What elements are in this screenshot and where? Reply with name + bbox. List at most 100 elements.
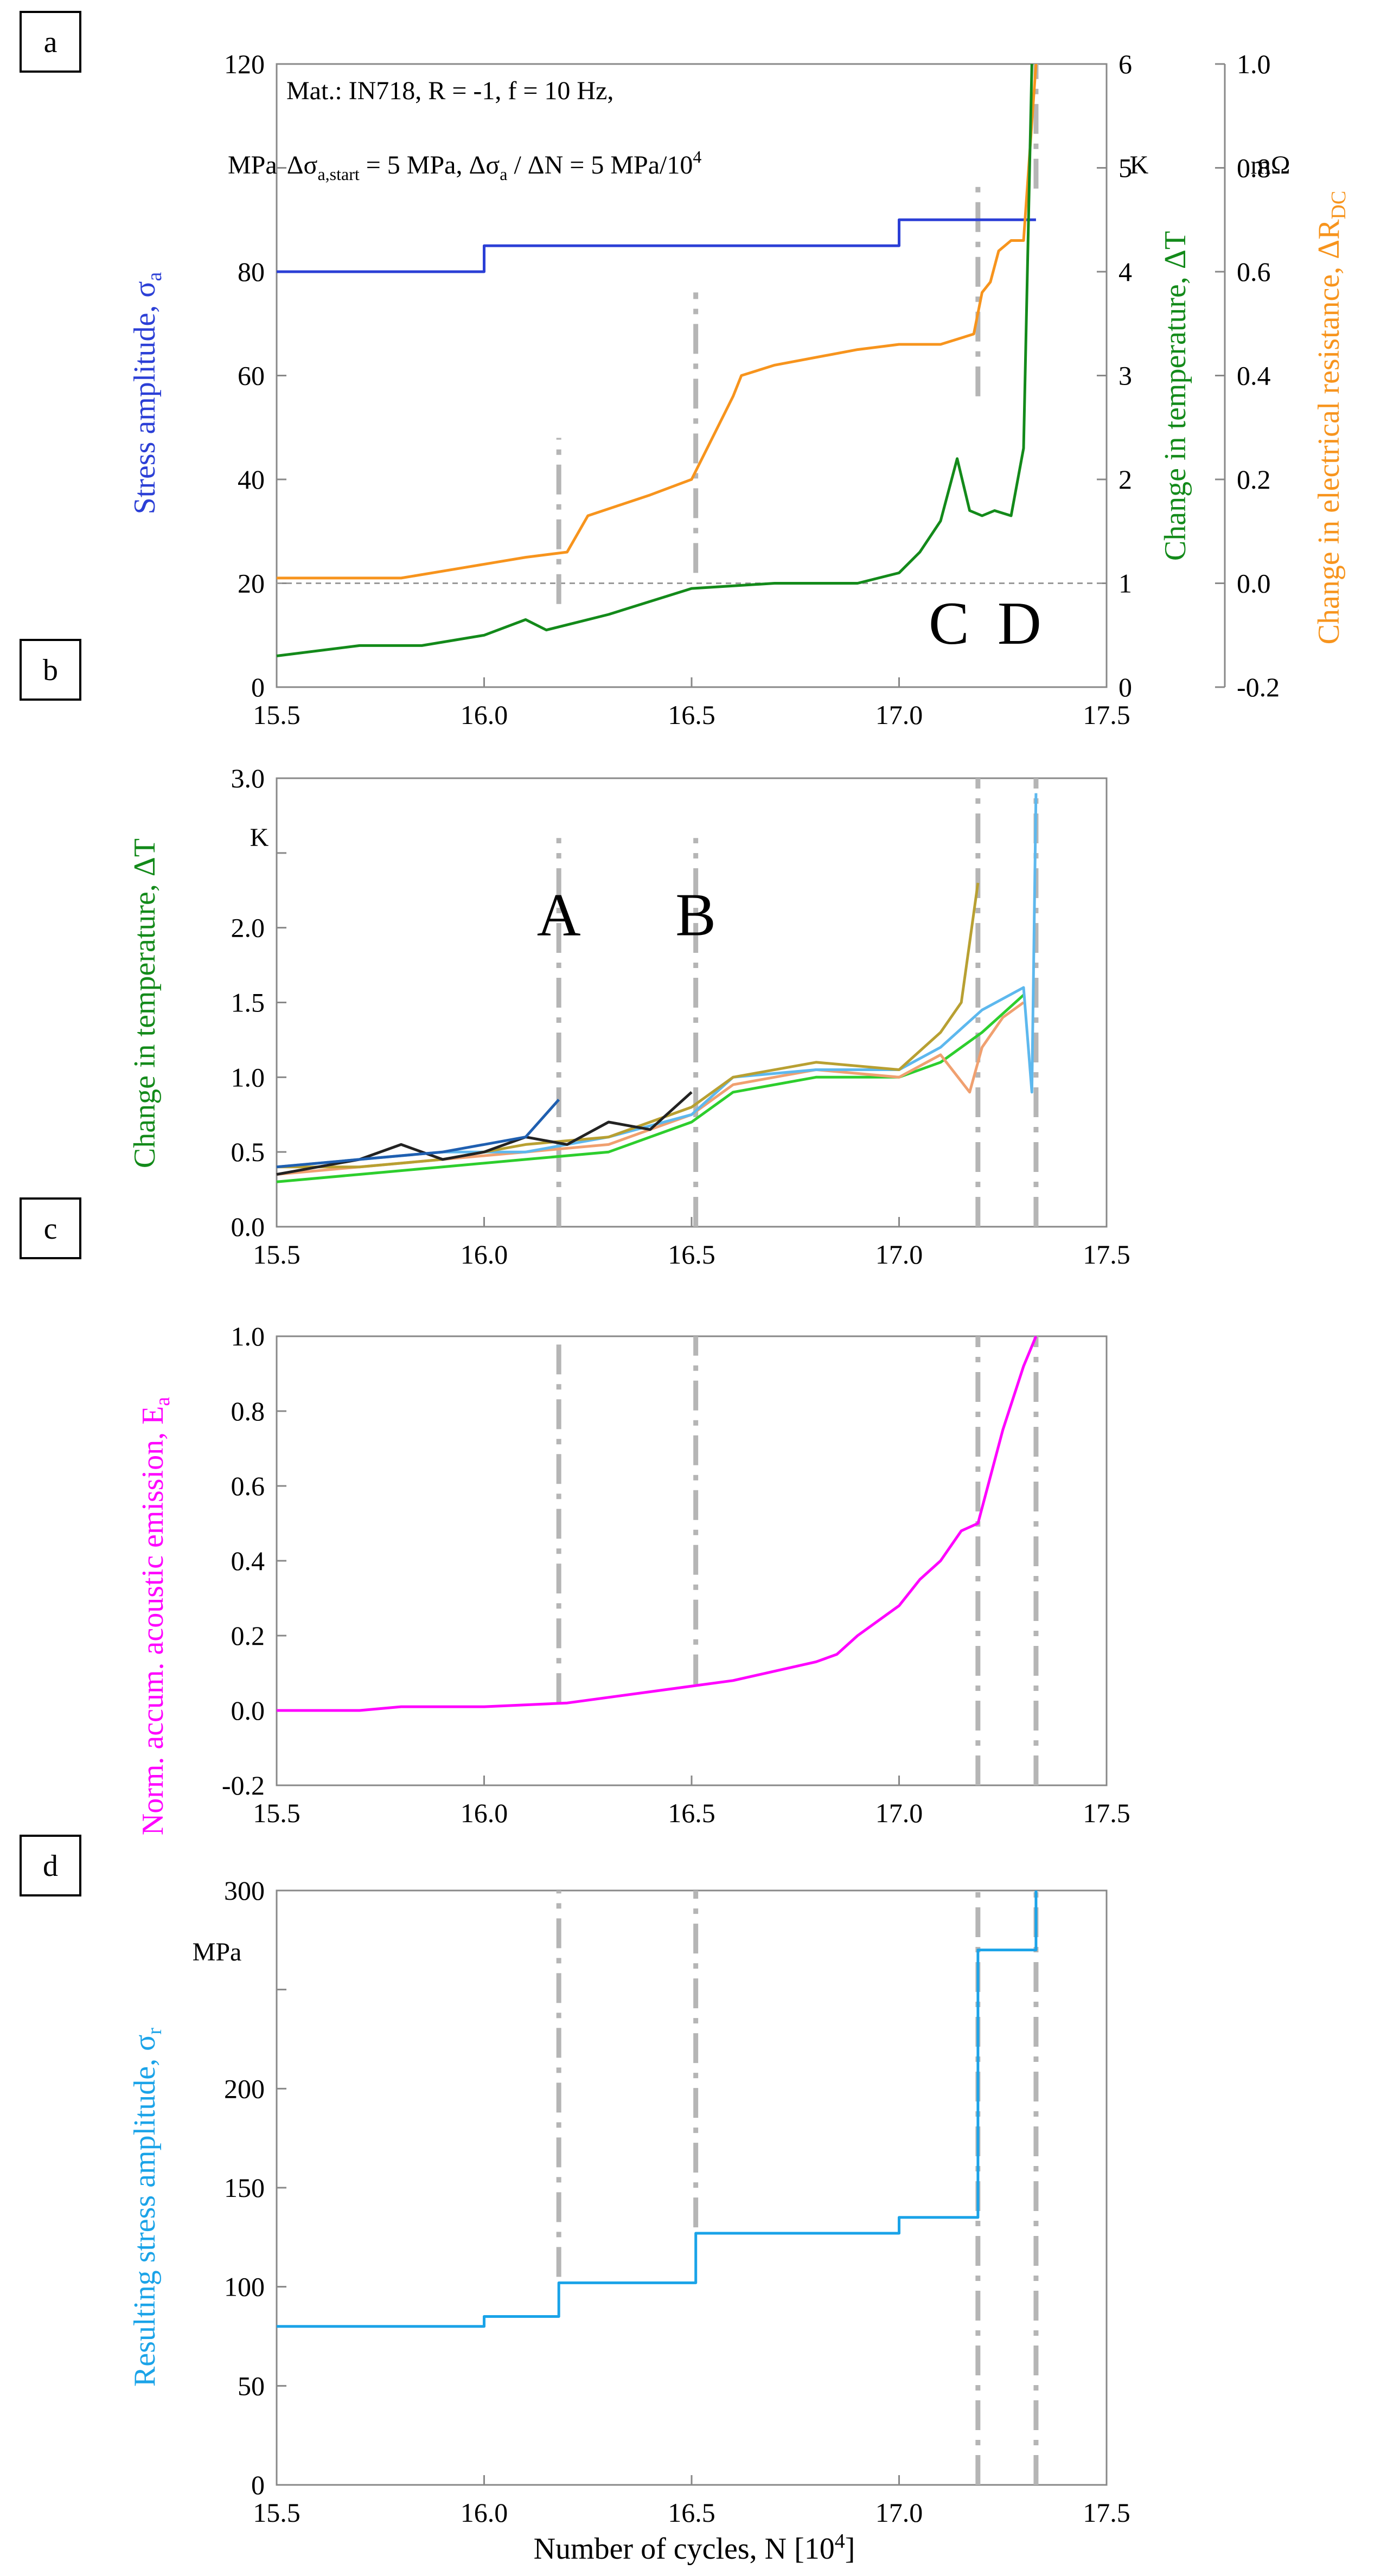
panel-c-label-box — [20, 1197, 81, 1259]
panel-b-plot: 15.5 16.0 16.5 17.0 17.5 0.0 0.5 1.0 1.5 2.0 3.0 A B — [231, 763, 1130, 1270]
right1-y-tick-label: 2 — [1118, 464, 1132, 495]
panel-a-series-2 — [276, 63, 1033, 657]
x-tick-label: 16.0 — [461, 700, 508, 730]
panel-b-y-unit: K — [250, 823, 269, 852]
left-y-tick-label: 150 — [224, 2173, 265, 2203]
x-tick-label: 15.5 — [253, 700, 301, 730]
right2-y-tick-label: 0.8 — [1237, 153, 1271, 183]
x-tick-label: 17.0 — [875, 1239, 923, 1270]
panel-a-annotation-line-2: MPa Δσa,start = 5 MPa, Δσa / ΔN = 5 MPa/1… — [228, 147, 701, 184]
x-tick-label: 16.5 — [668, 2497, 715, 2528]
x-tick-label: 15.5 — [253, 2497, 301, 2528]
panel-d-x-axis-label: Number of cycles, N [104] — [534, 2530, 855, 2566]
panel-a-annotation-eq-2: / ΔN = 5 MPa/10 — [507, 151, 693, 180]
right2-y-tick-label: -0.2 — [1237, 672, 1280, 702]
right1-y-tick-label: 3 — [1118, 361, 1132, 391]
panel-d-y-axis-label-sub: r — [143, 2028, 166, 2035]
x-tick-label: 17.0 — [875, 1798, 923, 1828]
panel-c-y-axis-label-main: Norm. accum. acoustic emission, E — [136, 1406, 170, 1836]
left-y-tick-label: 200 — [224, 2073, 265, 2104]
panel-b-frame — [276, 777, 1108, 1228]
x-tick-label: 17.5 — [1083, 1798, 1130, 1828]
left-y-tick-label: 20 — [238, 568, 265, 599]
left-y-tick-label: -0.2 — [222, 1770, 265, 1800]
marker-label-C: C — [929, 590, 969, 657]
left-y-tick-label: 0.0 — [231, 1212, 265, 1242]
panel-c-series-0 — [277, 1336, 1038, 1712]
panel-a-annotation-line-1: Mat.: IN718, R = -1, f = 10 Hz, — [286, 76, 613, 105]
panel-a-left-axis-label-main: Stress amplitude, σ — [128, 281, 162, 514]
panel-a-right1-unit: K — [1130, 151, 1149, 180]
left-y-tick-label: 0.4 — [231, 1546, 265, 1576]
panel-c-y-axis-label: Norm. accum. acoustic emission, Ea — [136, 1397, 174, 1836]
panel-a-right2-axis-label-sub: DC — [1327, 191, 1350, 220]
x-tick-label: 16.5 — [668, 1239, 715, 1270]
panel-d: d 15.5 16.0 16.5 17.0 17.5 0 50 100 150 200 300 MP… — [20, 1835, 1130, 2566]
left-y-tick-label: 50 — [238, 2370, 265, 2401]
panel-a-series-0 — [277, 218, 1036, 273]
panel-b: b 15.5 16.0 16.5 17.0 17.5 0.0 0.5 1.0 1.5 2.0 3.0… — [20, 639, 1130, 1270]
left-y-tick-label: 0.0 — [231, 1695, 265, 1726]
left-y-tick-label: 0.2 — [231, 1620, 265, 1651]
left-y-tick-label: 1.5 — [231, 988, 265, 1018]
right1-y-tick-label: 4 — [1118, 257, 1132, 287]
panel-b-series-4 — [276, 1091, 693, 1176]
panel-c-y-axis-label-sub: a — [151, 1397, 174, 1406]
panel-a-right2-axis-label-main: Change in electrical resistance, ΔR — [1312, 219, 1346, 645]
panel-a-right2-unit: mΩ — [1250, 151, 1290, 180]
x-tick-label: 16.5 — [668, 1798, 715, 1828]
panel-a-left-axis-label: Stress amplitude, σa — [128, 272, 166, 514]
panel-a-left-axis-label-sub: a — [143, 272, 166, 281]
right1-y-tick-label: 0 — [1118, 672, 1132, 702]
right2-y-tick-label: 0.6 — [1237, 257, 1271, 287]
panel-d-frame — [276, 1889, 1108, 2486]
panel-a-annotation-sub-1: a,start — [317, 164, 359, 184]
marker-label-A: A — [537, 881, 581, 949]
left-y-tick-label: 80 — [238, 257, 265, 287]
x-tick-label: 16.0 — [461, 1239, 508, 1270]
left-y-tick-label: 0.8 — [231, 1396, 265, 1426]
panel-a: a 15.5 16.0 16.5 17.0 17.5020406080120012345… — [20, 11, 1350, 730]
x-tick-label: 17.5 — [1083, 700, 1130, 730]
panel-a-label-box — [20, 11, 81, 73]
panel-a-plot: 15.5 16.0 16.5 17.0 17.50204060801200123456-… — [224, 49, 1280, 730]
panel-d-plot: 15.5 16.0 16.5 17.0 17.5 0 50 100 150 200 300 — [224, 1875, 1130, 2528]
left-y-tick-label: 40 — [238, 464, 265, 495]
panel-a-right2-axis-label: Change in electrical resistance, ΔRDC — [1312, 191, 1350, 645]
panel-b-series-5 — [276, 1099, 560, 1169]
x-tick-label: 16.5 — [668, 700, 715, 730]
marker-label-D: D — [998, 590, 1041, 657]
panel-d-y-axis-label-main: Resulting stress amplitude, σ — [128, 2035, 162, 2387]
panel-d-y-unit: MPa — [193, 1938, 242, 1966]
x-tick-label: 17.0 — [875, 2497, 923, 2528]
x-tick-label: 17.0 — [875, 700, 923, 730]
panel-b-series-2 — [276, 793, 1038, 1169]
right1-y-tick-label: 1 — [1118, 568, 1132, 599]
left-y-tick-label: 120 — [224, 49, 265, 79]
x-tick-label: 16.0 — [461, 1798, 508, 1828]
left-y-tick-label: 100 — [224, 2272, 265, 2302]
panel-d-y-axis-label: Resulting stress amplitude, σr — [128, 2028, 166, 2387]
panel-c-plot: 15.5 16.0 16.5 17.0 17.5 -0.2 0.0 0.2 0.4 0.6 0.8 1… — [222, 1321, 1130, 1828]
panel-a-annotation-exp: 4 — [693, 147, 701, 166]
x-tick-label: 16.0 — [461, 2497, 508, 2528]
panel-a-series-1 — [277, 63, 1038, 580]
panel-a-annotation-unit: MPa — [228, 151, 277, 180]
right2-y-tick-label: 0.4 — [1237, 361, 1271, 391]
panel-d-x-axis-label-exp: 4 — [835, 2530, 845, 2553]
panel-a-label: a — [44, 25, 57, 59]
x-tick-label: 17.5 — [1083, 2497, 1130, 2528]
left-y-tick-label: 0 — [251, 672, 265, 702]
panel-b-series-0 — [276, 994, 1025, 1183]
right1-y-tick-label: 5 — [1118, 153, 1132, 183]
right1-y-tick-label: 6 — [1118, 49, 1132, 79]
panel-d-label-box — [20, 1835, 81, 1896]
panel-c-label: c — [44, 1212, 57, 1246]
x-tick-label: 15.5 — [253, 1798, 301, 1828]
left-y-tick-label: 300 — [224, 1875, 265, 1906]
panel-d-label: d — [43, 1849, 58, 1883]
panel-d-series-0 — [277, 1891, 1038, 2328]
right2-y-tick-label: 0.2 — [1237, 464, 1271, 495]
right2-y-tick-label: 1.0 — [1237, 49, 1271, 79]
right2-y-tick-label: 0.0 — [1237, 568, 1271, 599]
